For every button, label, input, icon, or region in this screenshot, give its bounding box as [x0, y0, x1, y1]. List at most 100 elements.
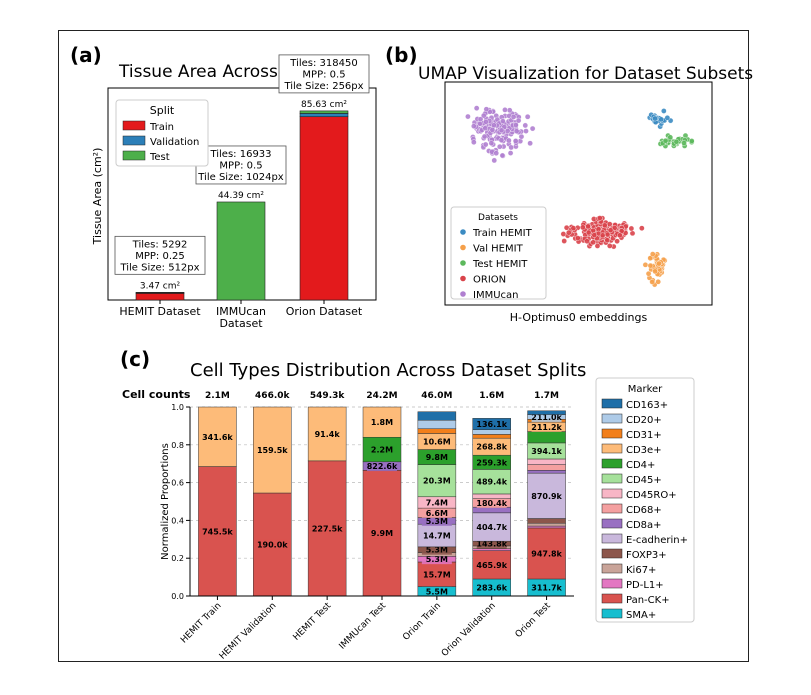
data-label-bg	[367, 461, 397, 472]
cell-count-total: 24.2M	[366, 391, 397, 401]
legend-label: CD31+	[626, 430, 662, 441]
legend-label: Val HEMIT	[473, 244, 524, 255]
legend-label: IMMUcan	[473, 290, 519, 301]
annotation-line: Tile Size: 256px	[283, 81, 363, 92]
annotation-line: MPP: 0.5	[302, 69, 345, 80]
data-label: 947.8k	[531, 549, 562, 558]
legend-swatch	[122, 120, 146, 131]
data-label: 311.7k	[531, 583, 562, 592]
scatter-point	[524, 113, 531, 120]
data-label-bg	[202, 526, 233, 537]
data-label: 2.2M	[371, 446, 393, 455]
data-label-bg	[421, 530, 452, 541]
legend-box	[450, 206, 547, 300]
scatter-point	[667, 134, 674, 141]
legend-label: FOXP3+	[626, 550, 667, 561]
data-label-bg	[476, 538, 507, 549]
legend-swatch	[601, 398, 623, 409]
data-label: 14.7M	[423, 532, 451, 541]
annotation-box	[278, 54, 370, 94]
annotation-box	[195, 145, 287, 185]
scatter-point	[483, 106, 490, 113]
x-tick-label: HEMIT Validation	[218, 601, 279, 662]
x-tick-label: Orion Validation	[440, 601, 498, 659]
data-label: 10.6M	[423, 437, 451, 446]
legend-label: Pan-CK+	[626, 595, 670, 606]
data-label-bg	[312, 428, 343, 439]
scatter-point	[483, 119, 489, 125]
legend-swatch	[601, 563, 623, 574]
legend-marker	[460, 275, 466, 282]
scatter-point	[604, 237, 611, 244]
legend-marker	[460, 229, 466, 235]
y-tick-label: 0.2	[171, 554, 184, 563]
scatter-point	[498, 137, 505, 143]
scatter-point	[594, 243, 601, 249]
bar-segment-cd8a+	[527, 470, 566, 474]
bar-segment-cd4+	[527, 431, 566, 444]
total-label: 85.63 cm²	[301, 100, 347, 110]
annotation-box	[114, 235, 206, 275]
data-label: 7.4M	[426, 498, 448, 507]
y-axis-label: Tissue Area (cm²)	[91, 148, 104, 246]
scatter-point	[529, 125, 536, 132]
legend-label: Validation	[150, 137, 199, 148]
x-tick-label: IMMUcan	[216, 305, 266, 318]
bar-segment-pd-l1+	[472, 548, 511, 551]
data-label: 870.9k	[531, 492, 562, 501]
legend-label: Train HEMIT	[472, 228, 533, 239]
data-label: 180.4k	[476, 499, 507, 508]
scatter-point	[661, 108, 667, 114]
legend-label: Ki67+	[626, 565, 656, 576]
x-tick-label: Orion Test	[514, 601, 553, 640]
data-label: 9.9M	[371, 529, 393, 538]
data-label-bg	[476, 441, 507, 452]
scatter-point	[489, 127, 496, 133]
data-label-bg	[476, 419, 507, 430]
x-tick-label: IMMUcan Test	[338, 601, 389, 652]
data-label-bg	[257, 444, 288, 455]
scatter-point	[565, 229, 572, 236]
scatter-point	[477, 121, 483, 127]
bar-segment-cd31+	[472, 434, 511, 439]
y-tick-label: 0.0	[171, 592, 184, 601]
data-label-bg	[476, 497, 507, 508]
scatter-point	[465, 113, 471, 120]
scatter-point	[510, 114, 517, 120]
x-axis-label: H-Optimus0 embeddings	[510, 311, 648, 324]
cell-counts-label: Cell counts	[122, 388, 191, 401]
bar-segment-cd163+	[417, 411, 457, 421]
legend-label: CD3e+	[626, 445, 662, 456]
data-label-bg	[531, 411, 562, 422]
scatter-point	[597, 215, 603, 221]
legend-label: CD45+	[626, 475, 662, 486]
legend-title: Datasets	[478, 213, 518, 223]
legend-swatch	[122, 150, 146, 161]
data-label: 1.8M	[371, 418, 393, 427]
total-label: 3.47 cm²	[140, 281, 181, 291]
panel-c-label: (c)	[120, 347, 151, 371]
scatter-point	[498, 127, 505, 134]
figure-frame	[58, 30, 749, 662]
y-tick-label: 0.4	[171, 516, 184, 525]
scatter-point	[575, 235, 581, 241]
scatter-point	[570, 225, 577, 231]
panel-b-label: (b)	[385, 43, 418, 67]
scatter-point	[515, 117, 522, 124]
cell-count-total: 1.6M	[479, 391, 504, 401]
scatter-point	[506, 137, 512, 144]
scatter-point	[655, 278, 661, 285]
data-label: 143.8k	[476, 540, 507, 549]
data-label-bg	[367, 528, 397, 539]
panel-a-label: (a)	[70, 43, 102, 67]
data-label-bg	[421, 436, 452, 447]
legend-swatch	[601, 458, 623, 469]
cell-count-total: 1.7M	[534, 391, 559, 401]
legend-label: CD4+	[626, 460, 655, 471]
x-tick-label: Orion Train	[401, 601, 443, 643]
bar-segment-cd45ro+	[527, 458, 566, 465]
scatter-point	[499, 152, 506, 159]
cell-count-total: 466.0k	[255, 391, 290, 401]
scatter-point	[628, 225, 635, 232]
data-label: 211.0k	[531, 413, 562, 422]
